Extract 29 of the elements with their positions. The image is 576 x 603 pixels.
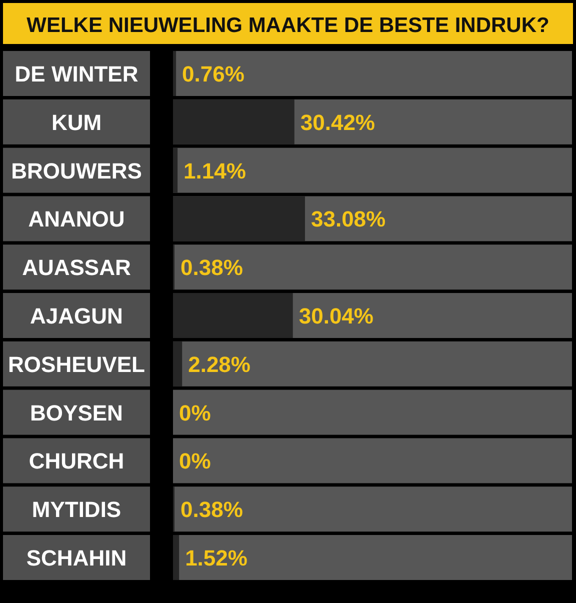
- y-tick-label: BROUWERS: [11, 158, 142, 184]
- data-label: 0.38%: [180, 497, 243, 522]
- y-tick-label: SCHAHIN: [26, 546, 127, 570]
- data-label: 1.52%: [185, 546, 248, 570]
- data-label: 2.28%: [188, 352, 250, 377]
- y-tick-label: CHURCH: [28, 448, 124, 474]
- bar: [173, 99, 294, 144]
- data-label: 0%: [179, 400, 211, 426]
- data-label: 33.08%: [310, 206, 386, 232]
- y-tick-label: ANANOU: [28, 206, 125, 232]
- data-label: 1.14%: [184, 158, 246, 184]
- y-tick-label: MYTIDIS: [32, 497, 122, 522]
- y-tick-label: AJAGUN: [30, 304, 123, 328]
- data-label: 0%: [179, 448, 211, 474]
- data-label: 30.42%: [300, 110, 375, 135]
- data-label: 30.04%: [298, 304, 374, 328]
- bar: [173, 341, 182, 386]
- y-tick-label: ROSHEUVEL: [8, 352, 145, 377]
- data-label: 0.76%: [182, 62, 244, 86]
- bar: [173, 148, 178, 193]
- y-tick-label: AUASSAR: [22, 255, 131, 280]
- y-tick-label: KUM: [51, 110, 102, 135]
- bar: [173, 535, 180, 580]
- y-tick-label: DE WINTER: [14, 62, 138, 86]
- y-tick-label: BOYSEN: [30, 400, 123, 426]
- bar: [173, 196, 305, 242]
- chart-title: WELKE NIEUWELING MAAKTE DE BESTE INDRUK?: [26, 14, 550, 37]
- bar: [173, 51, 176, 96]
- data-label: 0.38%: [180, 255, 243, 280]
